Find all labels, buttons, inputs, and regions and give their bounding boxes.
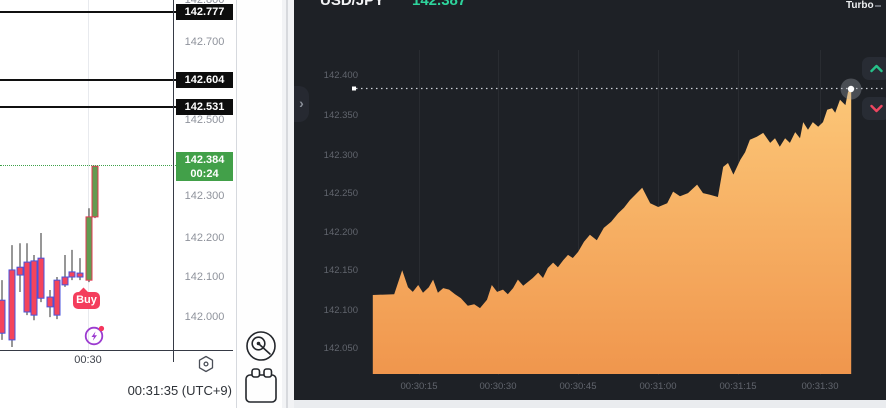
vertical-gridline	[88, 0, 89, 350]
buy-button[interactable]: Buy	[73, 292, 100, 309]
panel-divider	[236, 0, 237, 408]
right-time-tick: 00:31:00	[639, 381, 677, 392]
time-axis-tick: 00:30	[74, 354, 102, 366]
current-price-dotted-line	[0, 165, 176, 166]
candlestick-panel: 142.777 142.604 142.531 Buy 00:30 142.800 1…	[0, 0, 282, 408]
axis-settings-icon[interactable]	[197, 355, 215, 373]
price-alert-line	[0, 79, 176, 81]
mode-dash	[875, 5, 881, 7]
quick-trade-flash-icon[interactable]	[84, 325, 106, 347]
last-price-marker	[840, 78, 862, 100]
chevron-down-icon	[869, 104, 883, 113]
current-price-badge: 142.384 00:24	[176, 152, 233, 181]
time-axis-line	[0, 350, 233, 351]
right-price-tick: 142.150	[323, 265, 358, 276]
calendar-icon[interactable]	[244, 366, 278, 406]
candle-body	[68, 271, 76, 278]
price-alert-line	[0, 106, 176, 108]
right-price-tick: 142.350	[323, 110, 358, 121]
vertical-gridline	[498, 50, 499, 375]
area-chart[interactable]	[294, 0, 886, 400]
candle-body	[91, 165, 99, 218]
trade-down-button[interactable]	[862, 97, 886, 120]
vertical-gridline	[419, 50, 420, 375]
candle-body	[85, 216, 93, 281]
candle-body	[76, 272, 84, 278]
clock-utc-label: 00:31:35 (UTC+9)	[127, 383, 232, 398]
price-alert-badge: 142.604	[176, 72, 233, 88]
live-price: 142.387	[412, 0, 467, 9]
candle-body	[53, 279, 61, 316]
radar-target-icon[interactable]	[245, 330, 277, 362]
right-price-tick: 142.400	[323, 70, 358, 81]
right-price-tick: 142.200	[323, 227, 358, 238]
panel-gutter	[282, 0, 294, 408]
price-axis-border	[173, 0, 174, 362]
trade-up-button[interactable]	[862, 57, 886, 80]
right-time-tick: 00:30:15	[400, 381, 438, 392]
candlestick-chart[interactable]	[0, 0, 236, 408]
price-axis-label: 142.500	[184, 114, 225, 126]
price-alert-badge: 142.777	[176, 4, 233, 20]
right-price-tick: 142.100	[323, 305, 358, 316]
candle-body	[46, 296, 54, 308]
symbol-title: USD/JPY	[320, 0, 385, 9]
right-time-tick: 00:30:30	[479, 381, 517, 392]
right-price-tick: 142.300	[323, 150, 358, 161]
right-price-tick: 142.050	[323, 343, 358, 354]
chevron-up-icon	[869, 64, 883, 73]
price-axis-label: 142.100	[184, 271, 225, 283]
toolbar-strip	[237, 0, 282, 408]
candle-body	[16, 266, 24, 276]
candle-body	[30, 260, 38, 316]
page-background-strip	[294, 400, 886, 408]
price-alert-line	[0, 11, 176, 13]
gutter-scrollbar[interactable]	[286, 0, 288, 408]
vertical-gridline	[578, 50, 579, 375]
right-time-tick: 00:31:45	[876, 381, 886, 392]
candle-body	[0, 299, 6, 334]
dotted-line-anchor	[352, 86, 356, 91]
turbo-trading-panel: USD/JPY 142.387 Turbo › 142.400 142.350 14…	[294, 0, 886, 400]
price-axis-label: 142.800	[184, 0, 225, 6]
candle-body	[61, 276, 69, 286]
candle-body	[8, 269, 16, 341]
mode-label: Turbo	[846, 0, 874, 11]
price-axis-label: 142.200	[184, 232, 225, 244]
candle-body	[23, 261, 31, 313]
price-axis-label: 142.300	[184, 190, 225, 202]
price-alert-badge: 142.531	[176, 99, 233, 115]
current-price-value: 142.384	[184, 154, 225, 166]
candle-countdown: 00:24	[190, 168, 219, 180]
right-price-tick: 142.250	[323, 188, 358, 199]
panel-expander[interactable]: ›	[294, 86, 309, 122]
candle-body	[37, 257, 45, 299]
price-axis-label: 142.000	[184, 311, 225, 323]
right-time-tick: 00:30:45	[559, 381, 597, 392]
price-axis-label: 142.700	[184, 36, 225, 48]
right-time-tick: 00:31:30	[801, 381, 839, 392]
right-time-tick: 00:31:15	[719, 381, 757, 392]
